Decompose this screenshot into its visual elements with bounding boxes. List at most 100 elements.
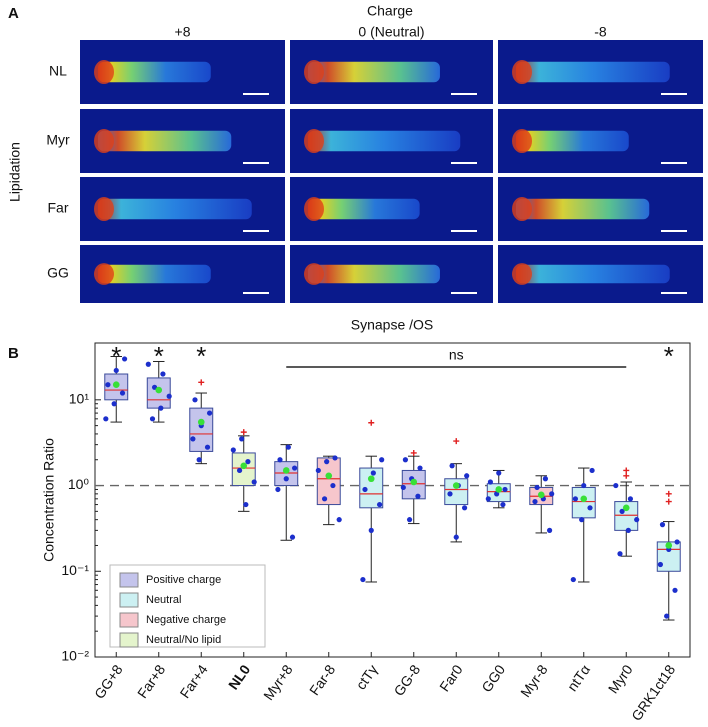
y-tick-label: 10¹ (69, 391, 90, 407)
cell-tip (304, 263, 324, 285)
legend-label: Neutral (146, 594, 181, 606)
data-point (362, 486, 368, 493)
data-point (674, 539, 680, 545)
data-point (370, 470, 376, 476)
data-point (368, 527, 374, 533)
x-tick-label: Far+4 (176, 661, 210, 701)
data-point (502, 486, 508, 493)
cell-body (516, 61, 670, 83)
data-point (332, 455, 338, 461)
mean-marker (197, 418, 205, 426)
mean-marker (452, 482, 460, 489)
data-point (625, 527, 631, 533)
row-header: Lipidation (7, 142, 23, 202)
mean-marker (240, 462, 248, 470)
y-axis-label: Concentration Ratio (41, 438, 57, 562)
cell-body (98, 61, 211, 83)
outlier (623, 472, 630, 479)
data-point (532, 498, 538, 505)
x-tick-label: Far-8 (306, 661, 338, 698)
significance-star: * (664, 341, 674, 371)
x-tick-label: ctTγ (352, 662, 380, 693)
data-point (204, 444, 211, 450)
data-point (119, 390, 126, 396)
plot-frame (94, 342, 691, 658)
legend-label: Positive charge (146, 574, 221, 586)
y-tick-label: 10⁻² (61, 648, 89, 664)
data-point (196, 457, 202, 463)
data-point (572, 496, 579, 502)
outlier (665, 490, 672, 497)
box (316, 457, 341, 506)
mean-marker (495, 486, 503, 493)
column-label: -8 (594, 24, 607, 40)
legend-label: Negative charge (146, 614, 226, 626)
column-label: 0 (Neutral) (358, 24, 424, 40)
box (231, 452, 256, 487)
cell-body (98, 198, 252, 220)
data-point (330, 482, 336, 489)
significance-star: * (196, 341, 206, 371)
mean-marker (580, 495, 588, 503)
outlier (453, 438, 460, 445)
mean-marker (112, 381, 120, 389)
legend-label: Neutral/No lipid (146, 634, 221, 646)
x-tick-label: Myr-8 (517, 661, 551, 700)
data-point (634, 517, 640, 523)
data-point (285, 444, 291, 450)
row-label: NL (49, 63, 67, 79)
x-tick-label: GG+8 (91, 661, 126, 701)
bracket-label: ns (449, 347, 464, 363)
data-point (360, 576, 366, 583)
data-point (627, 496, 634, 502)
data-point (447, 491, 453, 497)
data-point (406, 517, 413, 523)
mean-marker (537, 491, 545, 499)
x-tick-label: ntTα (564, 662, 593, 694)
data-point (549, 491, 555, 497)
mean-marker (410, 478, 418, 486)
x-tick-label: Myr0 (605, 662, 636, 697)
significance-star: * (111, 341, 121, 371)
data-point (283, 476, 289, 482)
data-point (277, 457, 283, 463)
panel-label: B (8, 345, 19, 362)
data-point (275, 486, 281, 493)
data-point (570, 576, 576, 583)
cell-body (516, 198, 650, 220)
cell-body (516, 264, 670, 284)
row-label: Far (48, 200, 69, 216)
data-point (461, 505, 468, 511)
x-tick-label: Myr+8 (260, 662, 296, 704)
data-point (613, 482, 619, 489)
data-point (121, 356, 128, 362)
outlier (410, 449, 417, 456)
data-point (589, 467, 595, 474)
box (359, 467, 384, 509)
data-point (487, 479, 494, 485)
data-point (619, 508, 625, 514)
row-label: Myr (46, 132, 70, 148)
data-point (166, 393, 172, 399)
data-point (400, 484, 406, 491)
x-tick-label: Far+8 (134, 661, 168, 701)
cell-tip (94, 196, 114, 222)
box (444, 478, 469, 506)
chart-title: Synapse /OS (351, 317, 434, 333)
x-tick-label: GRK1ct18 (628, 661, 678, 722)
x-tick-label: Far0 (436, 662, 466, 695)
data-point (291, 465, 298, 471)
data-point (192, 397, 198, 403)
cell-tip (94, 128, 114, 154)
data-point (245, 459, 251, 465)
column-header: Charge (367, 3, 413, 19)
cell-tip (94, 59, 114, 85)
data-point (230, 447, 236, 453)
data-point (617, 551, 623, 557)
data-point (376, 501, 383, 508)
data-point (415, 493, 421, 499)
x-tick-label: NL0 (225, 661, 253, 692)
panel-label: A (8, 5, 19, 22)
data-point (105, 382, 111, 388)
data-point (496, 470, 502, 476)
